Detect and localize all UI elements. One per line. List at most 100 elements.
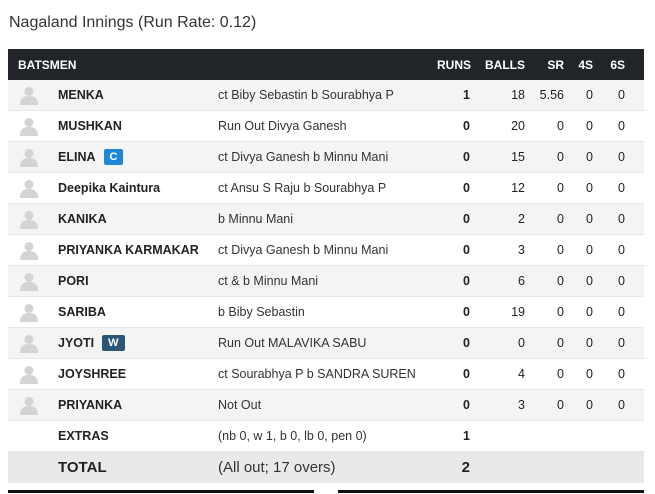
balls-value: 3 bbox=[518, 243, 525, 257]
header-sixes: 6S bbox=[610, 58, 625, 72]
fours-value: 0 bbox=[586, 367, 593, 381]
player-name[interactable]: ELINA C bbox=[58, 149, 124, 166]
sixes-value: 0 bbox=[618, 336, 625, 350]
dismissal: ct Ansu S Raju b Sourabhya P bbox=[218, 181, 387, 195]
total-detail: (All out; 17 overs) bbox=[218, 459, 336, 476]
player-name[interactable]: PRIYANKA bbox=[58, 398, 123, 412]
runs-value: 0 bbox=[463, 305, 470, 319]
strike-rate-value: 0 bbox=[557, 398, 564, 412]
dismissal: ct Sourabhya P b SANDRA SUREN bbox=[218, 367, 416, 381]
sixes-value: 0 bbox=[618, 274, 625, 288]
sixes-value: 0 bbox=[618, 367, 625, 381]
runs-value: 0 bbox=[463, 119, 470, 133]
fours-value: 0 bbox=[586, 398, 593, 412]
table-row: PORI ct & b Minnu Mani 0 6 0 0 0 bbox=[8, 266, 644, 297]
table-row: MENKA ct Biby Sebastin b Sourabhya P 1 18 5.… bbox=[8, 80, 644, 111]
player-avatar-icon bbox=[19, 147, 39, 167]
strike-rate-value: 0 bbox=[557, 336, 564, 350]
header-batsmen: BATSMEN bbox=[18, 58, 77, 72]
table-row: SARIBA b Biby Sebastin 0 19 0 0 0 bbox=[8, 297, 644, 328]
player-avatar-icon bbox=[19, 178, 39, 198]
header-runs: RUNS bbox=[436, 58, 471, 72]
table-row: PRIYANKA Not Out 0 3 0 0 0 bbox=[8, 390, 644, 421]
player-avatar-icon bbox=[19, 240, 39, 260]
dismissal: ct & b Minnu Mani bbox=[218, 274, 319, 288]
innings-title: Nagaland Innings (Run Rate: 0.12) bbox=[9, 14, 257, 31]
table-row: JOYSHREE ct Sourabhya P b SANDRA SUREN 0 4 0… bbox=[8, 359, 644, 390]
dismissal: b Biby Sebastin bbox=[218, 305, 305, 319]
runs-value: 0 bbox=[463, 336, 470, 350]
player-name[interactable]: PRIYANKA KARMAKAR bbox=[58, 243, 199, 257]
runs-value: 0 bbox=[463, 398, 470, 412]
bottom-divider-left bbox=[8, 490, 314, 493]
total-label: TOTAL bbox=[58, 459, 107, 476]
runs-value: 1 bbox=[463, 88, 470, 102]
table-header: BATSMEN RUNS BALLS SR 4S 6S bbox=[8, 49, 644, 80]
balls-value: 4 bbox=[518, 367, 525, 381]
extras-value: 1 bbox=[463, 429, 470, 443]
player-name[interactable]: MENKA bbox=[58, 88, 104, 102]
strike-rate-value: 0 bbox=[557, 181, 564, 195]
player-avatar-icon bbox=[19, 395, 39, 415]
player-name[interactable]: JYOTI W bbox=[58, 335, 125, 352]
strike-rate-value: 0 bbox=[557, 212, 564, 226]
dismissal: b Minnu Mani bbox=[218, 212, 294, 226]
total-value: 2 bbox=[461, 459, 470, 476]
scorecard-table: BATSMEN RUNS BALLS SR 4S 6S MENKA ct Biby… bbox=[8, 49, 644, 483]
strike-rate-value: 0 bbox=[557, 305, 564, 319]
player-avatar-icon bbox=[19, 271, 39, 291]
strike-rate-value: 0 bbox=[557, 243, 564, 257]
player-name[interactable]: SARIBA bbox=[58, 305, 106, 319]
runs-value: 0 bbox=[463, 367, 470, 381]
fours-value: 0 bbox=[586, 119, 593, 133]
balls-value: 18 bbox=[511, 88, 525, 102]
strike-rate-value: 0 bbox=[557, 150, 564, 164]
player-name[interactable]: Deepika Kaintura bbox=[58, 181, 161, 195]
table-row: Deepika Kaintura ct Ansu S Raju b Sourabh… bbox=[8, 173, 644, 204]
table-row: PRIYANKA KARMAKAR ct Divya Ganesh b Minnu… bbox=[8, 235, 644, 266]
table-row: JYOTI W Run Out MALAVIKA SABU 0 0 0 0 0 bbox=[8, 328, 644, 359]
sixes-value: 0 bbox=[618, 88, 625, 102]
header-sr: SR bbox=[547, 58, 564, 72]
table-row: KANIKA b Minnu Mani 0 2 0 0 0 bbox=[8, 204, 644, 235]
fours-value: 0 bbox=[586, 181, 593, 195]
player-avatar-icon bbox=[19, 85, 39, 105]
sixes-value: 0 bbox=[618, 305, 625, 319]
balls-value: 19 bbox=[511, 305, 525, 319]
balls-value: 15 bbox=[511, 150, 525, 164]
player-name[interactable]: MUSHKAN bbox=[58, 119, 122, 133]
balls-value: 2 bbox=[518, 212, 525, 226]
dismissal: ct Divya Ganesh b Minnu Mani bbox=[218, 243, 389, 257]
balls-value: 0 bbox=[518, 336, 525, 350]
fours-value: 0 bbox=[586, 305, 593, 319]
sixes-value: 0 bbox=[618, 119, 625, 133]
player-name[interactable]: PORI bbox=[58, 274, 89, 288]
strike-rate-value: 0 bbox=[557, 119, 564, 133]
player-avatar-icon bbox=[19, 364, 39, 384]
runs-value: 0 bbox=[463, 274, 470, 288]
header-fours: 4S bbox=[578, 58, 593, 72]
header-balls: BALLS bbox=[485, 58, 525, 72]
player-name[interactable]: JOYSHREE bbox=[58, 367, 127, 381]
sixes-value: 0 bbox=[618, 181, 625, 195]
dismissal: Run Out Divya Ganesh bbox=[218, 119, 347, 133]
balls-value: 3 bbox=[518, 398, 525, 412]
strike-rate-value: 5.56 bbox=[539, 88, 564, 102]
fours-value: 0 bbox=[586, 212, 593, 226]
player-name[interactable]: KANIKA bbox=[58, 212, 107, 226]
player-avatar-icon bbox=[19, 302, 39, 322]
wicketkeeper-badge: W bbox=[102, 335, 125, 351]
sixes-value: 0 bbox=[618, 243, 625, 257]
total-row: TOTAL (All out; 17 overs) 2 bbox=[8, 452, 644, 483]
fours-value: 0 bbox=[586, 274, 593, 288]
runs-value: 0 bbox=[463, 181, 470, 195]
dismissal: Not Out bbox=[218, 398, 262, 412]
table-row: MUSHKAN Run Out Divya Ganesh 0 20 0 0 0 bbox=[8, 111, 644, 142]
dismissal: Run Out MALAVIKA SABU bbox=[218, 336, 367, 350]
dismissal: ct Divya Ganesh b Minnu Mani bbox=[218, 150, 389, 164]
extras-label: EXTRAS bbox=[58, 429, 109, 443]
runs-value: 0 bbox=[463, 243, 470, 257]
dismissal: ct Biby Sebastin b Sourabhya P bbox=[218, 88, 394, 102]
fours-value: 0 bbox=[586, 88, 593, 102]
player-avatar-icon bbox=[19, 333, 39, 353]
